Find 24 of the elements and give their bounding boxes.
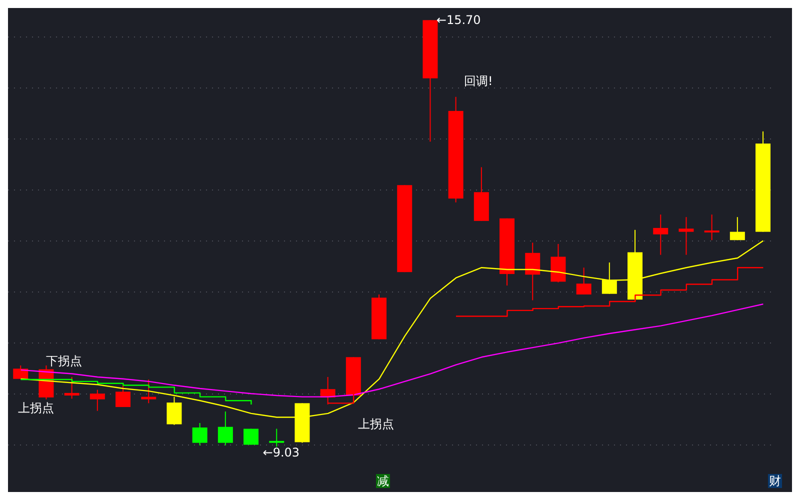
candlestick (653, 214, 668, 256)
candlestick (576, 267, 592, 295)
text: 财 (768, 474, 782, 488)
candlestick (90, 389, 105, 412)
candlestick (192, 422, 208, 446)
candlestick (218, 411, 233, 446)
annotation: ←9.03 (262, 446, 300, 460)
annotation: ←15.70 (436, 13, 481, 28)
candlestick (678, 216, 694, 256)
candlestick (141, 379, 156, 404)
annotation: 上拐点 (358, 417, 394, 431)
candlestick (13, 364, 28, 380)
annotation: 下拐点 (46, 354, 82, 368)
text: 减 (376, 474, 390, 488)
candlestick (116, 384, 131, 408)
candlestick (730, 216, 745, 241)
annotation: 回调! (464, 74, 493, 88)
candlestick (244, 428, 259, 446)
candlestick (602, 262, 617, 294)
candlestick (704, 214, 720, 241)
candlestick (269, 428, 284, 448)
candlestick (525, 242, 540, 301)
candlestick (64, 376, 80, 400)
annotation: 上拐点 (18, 401, 54, 415)
